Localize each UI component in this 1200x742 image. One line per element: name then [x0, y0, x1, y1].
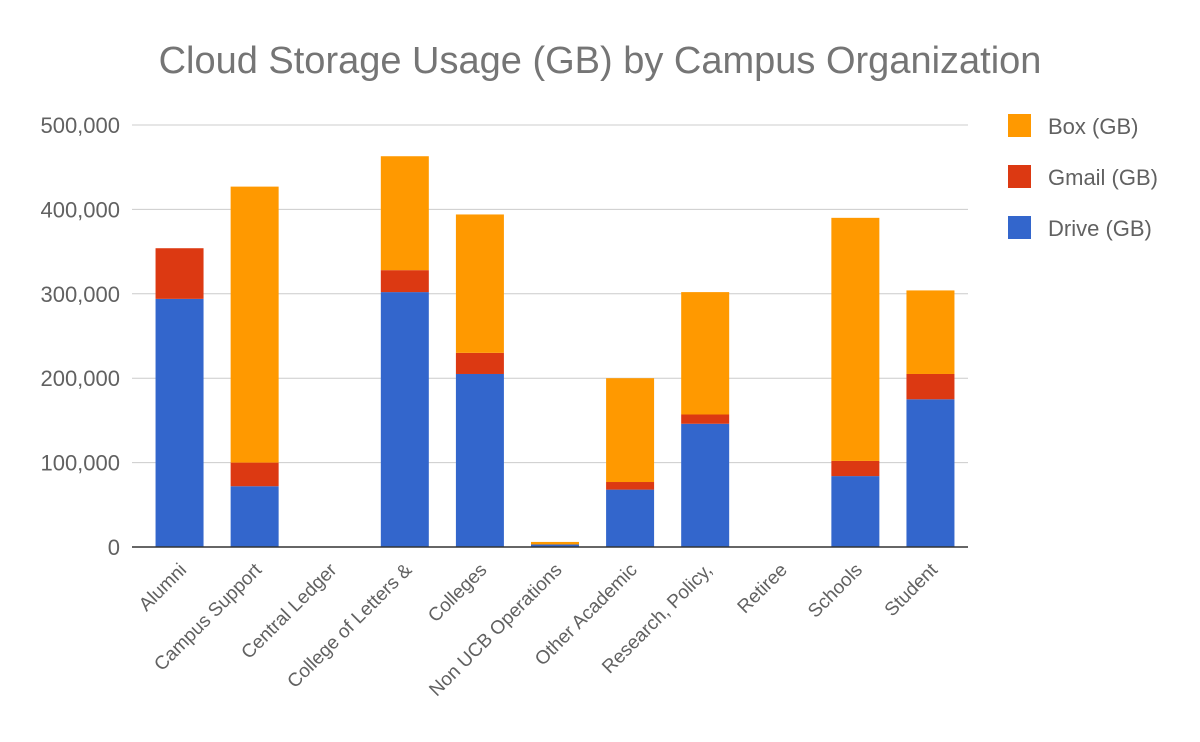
bar-gmail	[155, 248, 204, 299]
bar-box	[380, 156, 429, 271]
legend-label-drive: Drive (GB)	[1048, 216, 1152, 241]
bar-box	[531, 541, 579, 545]
y-tick-label: 400,000	[40, 197, 120, 222]
bar-drive	[380, 292, 429, 547]
bar-drive	[831, 476, 880, 547]
bar-gmail	[681, 414, 730, 424]
x-tick-label: College of Letters &	[284, 559, 417, 692]
bar-gmail	[230, 462, 279, 487]
bar-drive	[906, 399, 955, 547]
legend-swatch-gmail	[1008, 165, 1031, 188]
y-tick-label: 0	[108, 535, 120, 560]
legend-swatch-box	[1008, 114, 1031, 137]
y-tick-label: 300,000	[40, 282, 120, 307]
x-tick-label: Student	[881, 559, 943, 621]
bar-drive	[681, 423, 730, 547]
bar-gmail	[380, 270, 429, 293]
chart-title: Cloud Storage Usage (GB) by Campus Organ…	[159, 40, 1042, 82]
bar-box	[831, 217, 880, 461]
bar-drive	[455, 373, 504, 547]
legend-label-box: Box (GB)	[1048, 114, 1138, 139]
bar-gmail	[831, 460, 880, 477]
legend-swatch-drive	[1008, 216, 1031, 239]
bars	[155, 156, 955, 547]
bar-box	[230, 186, 279, 463]
x-tick-label: Colleges	[424, 560, 491, 627]
bar-gmail	[606, 482, 655, 490]
y-tick-label: 500,000	[40, 113, 120, 138]
bar-drive	[606, 489, 655, 547]
legend-label-gmail: Gmail (GB)	[1048, 165, 1158, 190]
bar-drive	[531, 544, 579, 547]
bar-gmail	[906, 373, 955, 400]
bar-gmail	[455, 352, 504, 374]
bar-box	[681, 292, 730, 415]
bar-box	[606, 378, 655, 483]
y-tick-label: 200,000	[40, 366, 120, 391]
bar-box	[906, 290, 955, 374]
x-tick-label: Schools	[804, 560, 867, 623]
bar-drive	[155, 298, 204, 547]
x-tick-label: Alumni	[135, 560, 191, 616]
bar-box	[455, 214, 504, 353]
y-tick-label: 100,000	[40, 451, 120, 476]
legend: Box (GB) Gmail (GB) Drive (GB)	[1008, 114, 1158, 241]
x-tick-label: Non UCB Operations	[425, 560, 566, 701]
x-tick-label: Retiree	[734, 560, 792, 618]
y-axis-ticks: 0 100,000 200,000 300,000 400,000 500,000	[40, 113, 120, 560]
bar-drive	[230, 486, 279, 547]
